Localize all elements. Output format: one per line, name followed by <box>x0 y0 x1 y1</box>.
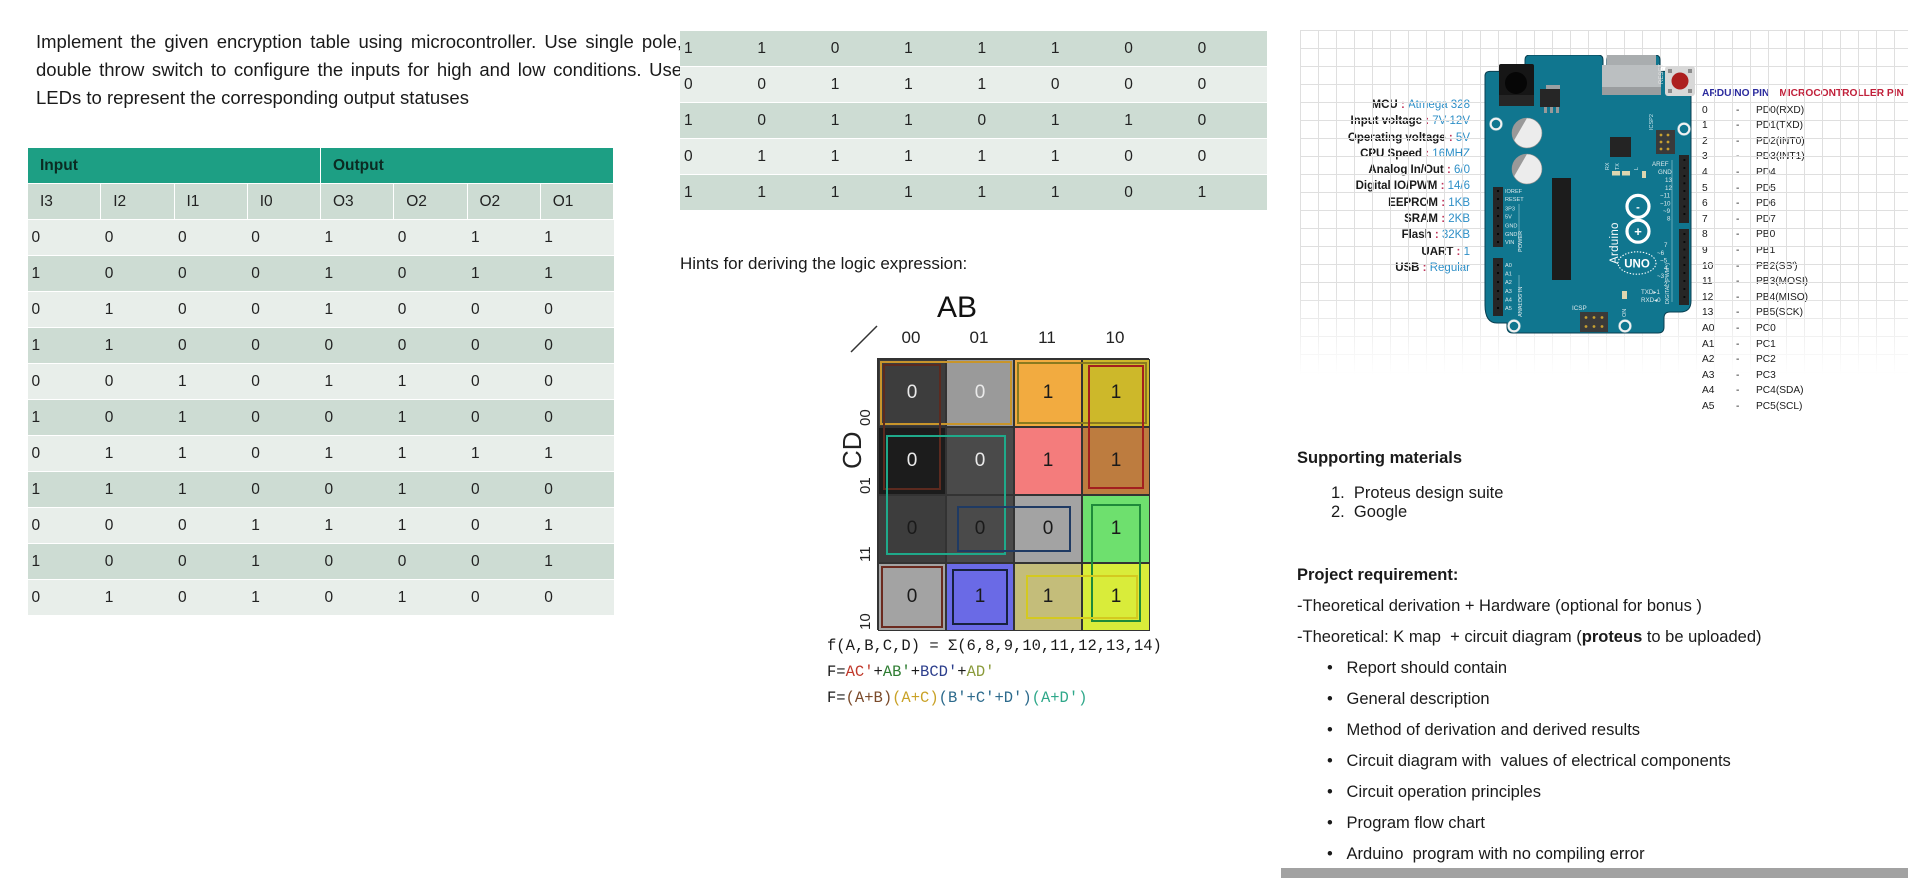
svg-text:5V: 5V <box>1505 215 1512 221</box>
svg-text:A5: A5 <box>1505 306 1512 312</box>
svg-text:VIN: VIN <box>1505 240 1514 246</box>
svg-text:GND: GND <box>1658 169 1672 176</box>
svg-text:RXD◂0: RXD◂0 <box>1641 297 1661 304</box>
svg-text:RX: RX <box>1605 162 1611 170</box>
svg-text:A1: A1 <box>1505 271 1512 277</box>
svg-text:~6: ~6 <box>1657 250 1665 257</box>
svg-text:12: 12 <box>1665 185 1672 192</box>
svg-text:ICSP: ICSP <box>1572 305 1587 312</box>
svg-text:POWER: POWER <box>1518 231 1524 252</box>
svg-text:A4: A4 <box>1505 297 1512 303</box>
svg-text:IOREF: IOREF <box>1505 189 1523 195</box>
svg-text:~11: ~11 <box>1660 193 1671 200</box>
svg-text:7: 7 <box>1664 242 1668 249</box>
svg-text:GND: GND <box>1505 224 1517 230</box>
svg-text:A2: A2 <box>1505 280 1512 286</box>
svg-text:-: - <box>1636 201 1640 213</box>
svg-text:GND: GND <box>1505 232 1517 238</box>
svg-text:UNO: UNO <box>1624 259 1650 271</box>
svg-text:L: L <box>1634 167 1640 170</box>
svg-text:RESET: RESET <box>1659 64 1665 84</box>
svg-text:13: 13 <box>1665 177 1672 184</box>
svg-text:~3: ~3 <box>1657 273 1665 280</box>
svg-text:3P3: 3P3 <box>1505 206 1515 212</box>
svg-text:A0: A0 <box>1505 263 1512 269</box>
svg-text:+: + <box>1634 224 1642 239</box>
svg-text:RESET: RESET <box>1505 197 1524 203</box>
svg-text:DIGITAL (PWM~): DIGITAL (PWM~) <box>1665 263 1671 304</box>
svg-text:TXD▸1: TXD▸1 <box>1641 289 1660 296</box>
svg-text:TX: TX <box>1615 163 1621 170</box>
svg-text:ICSP2: ICSP2 <box>1649 114 1655 130</box>
svg-text:AREF: AREF <box>1652 161 1669 168</box>
svg-text:ON: ON <box>1622 309 1628 317</box>
svg-text:~10: ~10 <box>1660 201 1671 208</box>
svg-text:ANALOG IN: ANALOG IN <box>1518 287 1524 317</box>
svg-text:8: 8 <box>1667 216 1671 223</box>
svg-text:A3: A3 <box>1505 289 1512 295</box>
svg-text:~9: ~9 <box>1663 208 1671 215</box>
svg-text:Arduino: Arduino <box>1609 222 1621 264</box>
